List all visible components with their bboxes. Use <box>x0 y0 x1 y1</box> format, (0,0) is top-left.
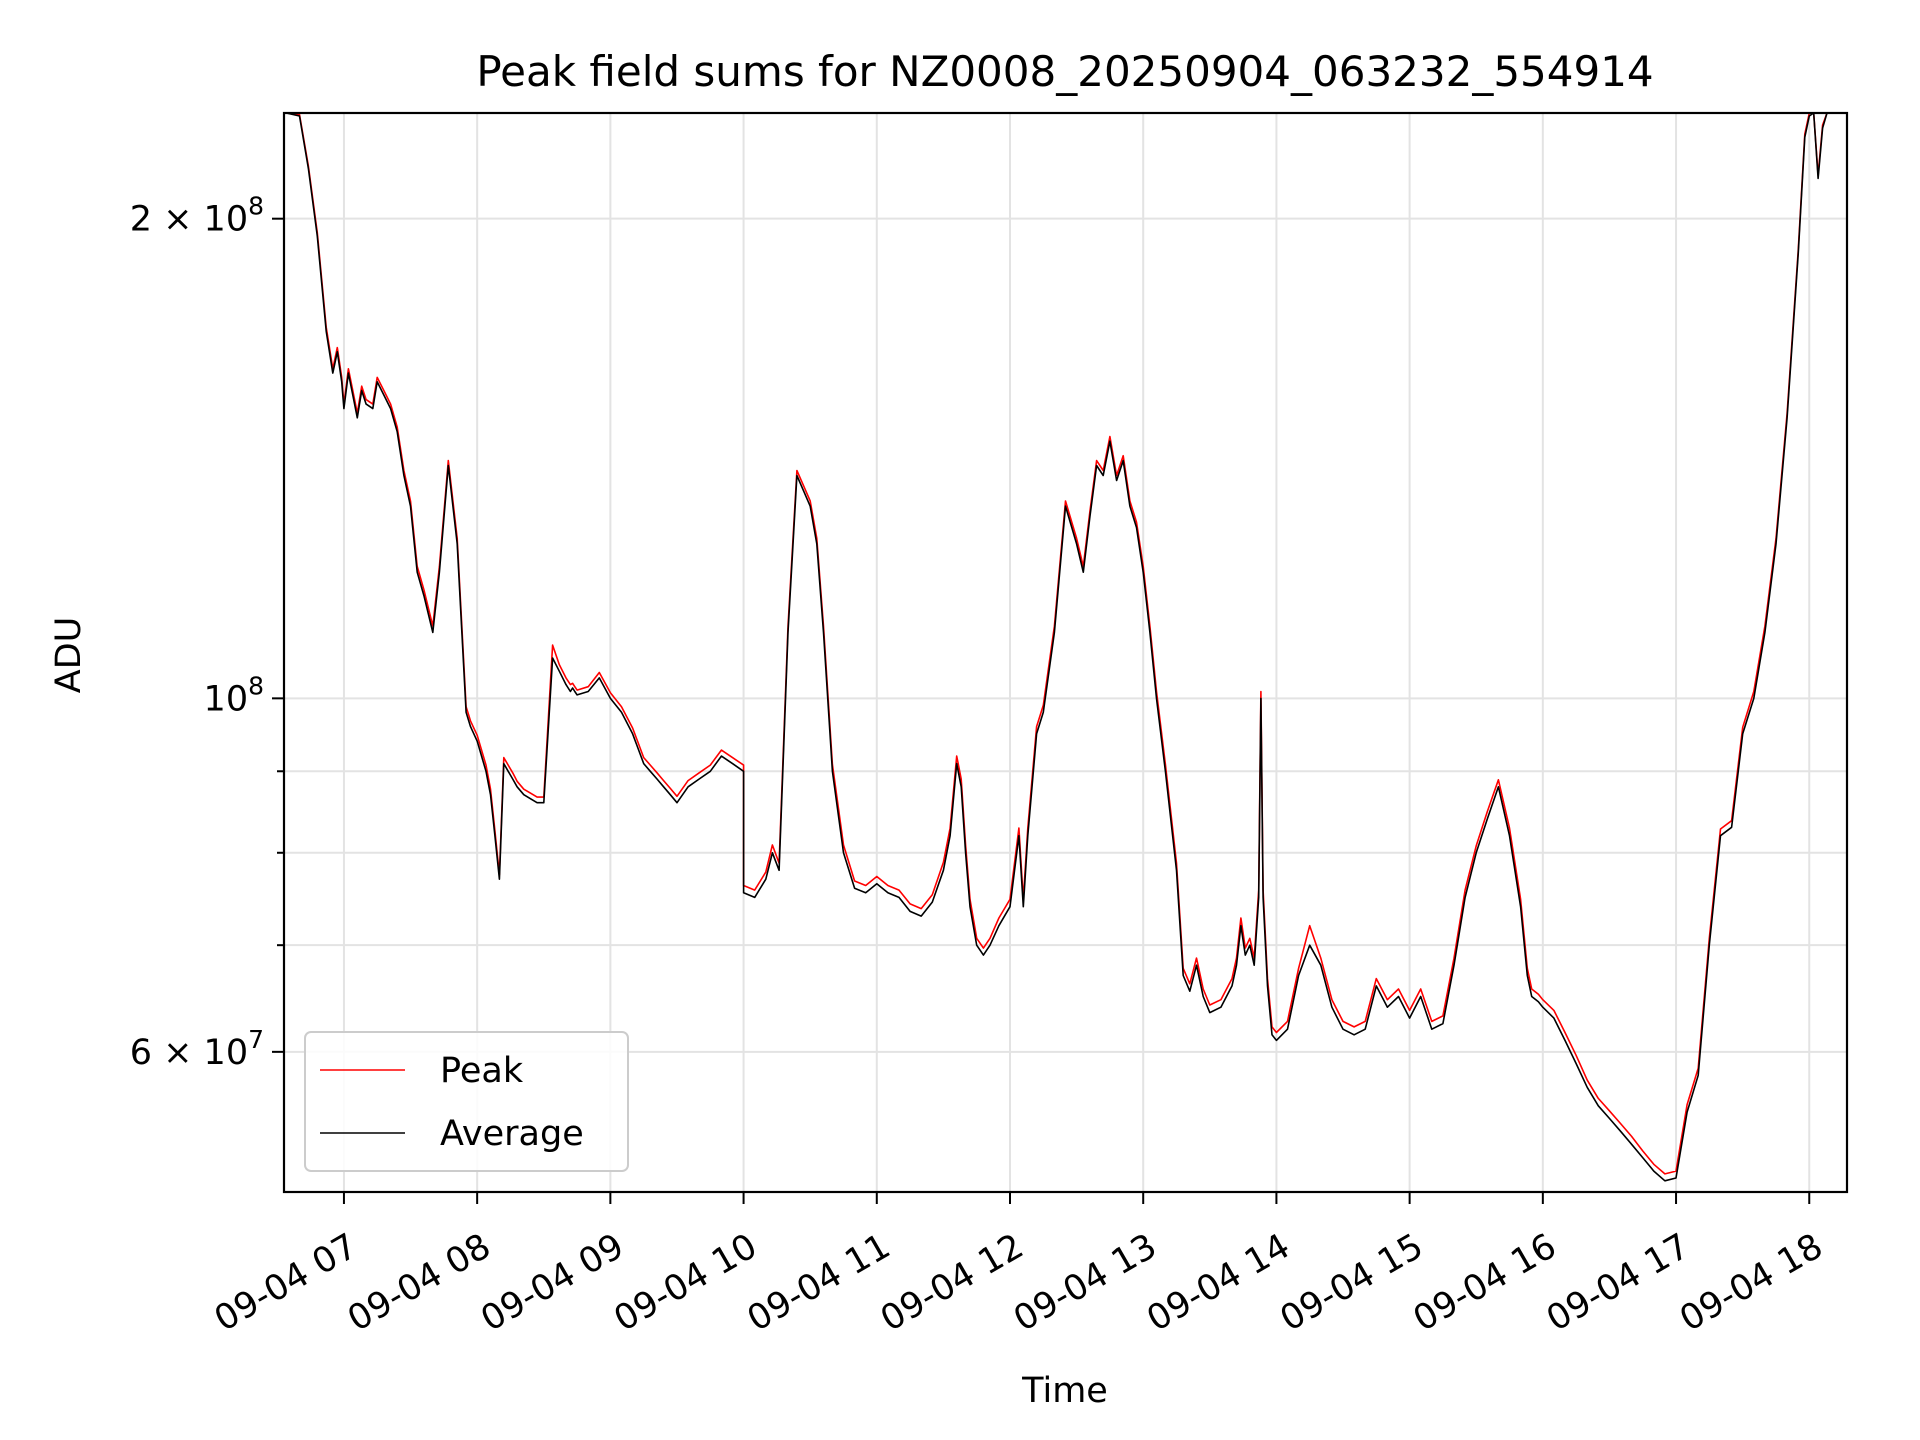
y-tick-label-base: 10 <box>204 679 249 719</box>
y-tick-label-base: 2 × 10 <box>130 200 248 240</box>
legend-label-average: Average <box>440 1114 584 1154</box>
y-tick-label-base: 6 × 10 <box>130 1033 248 1073</box>
grid <box>284 113 1847 1192</box>
x-axis-label: Time <box>1021 1371 1108 1411</box>
y-tick-label: 2 × 108 <box>130 192 264 240</box>
plot-frame <box>282 111 1849 1194</box>
plot-series <box>286 112 1828 1182</box>
legend-label-peak: Peak <box>440 1051 524 1091</box>
legend: Peak Average <box>304 1031 629 1172</box>
chart-title: Peak field sums for NZ0008_20250904_0632… <box>476 47 1653 96</box>
y-tick-label-exponent: 8 <box>248 671 264 700</box>
y-tick-label-exponent: 7 <box>248 1025 264 1054</box>
series-line-average <box>286 112 1828 1182</box>
y-tick-label: 6 × 107 <box>130 1025 264 1073</box>
legend-box <box>304 1031 629 1172</box>
y-tick-label: 108 <box>204 671 264 719</box>
y-tick-label-exponent: 8 <box>248 192 264 221</box>
y-axis-label: ADU <box>49 617 89 694</box>
